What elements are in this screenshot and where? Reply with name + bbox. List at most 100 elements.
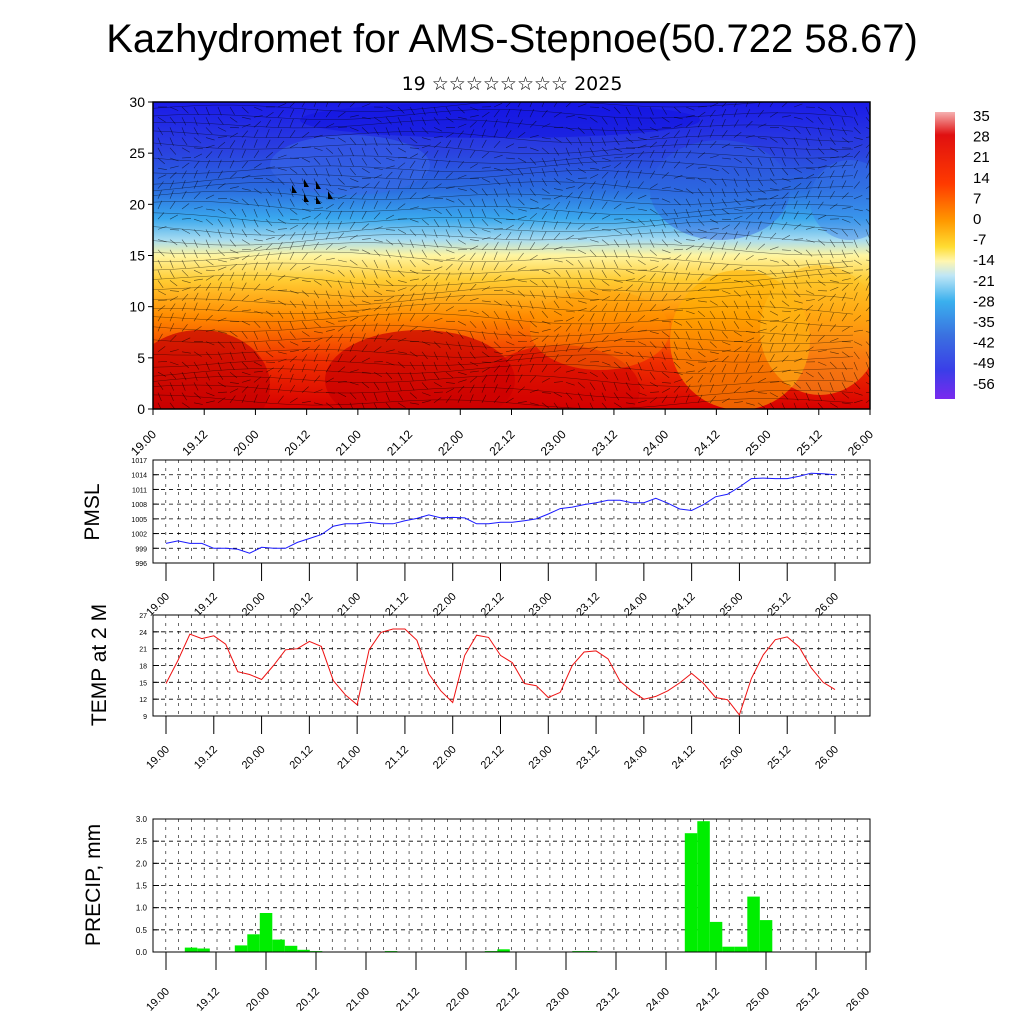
- wind-barb: [733, 386, 742, 393]
- wind-barb: [697, 251, 702, 261]
- wind-barb: [721, 208, 730, 215]
- wind-barb: [457, 188, 467, 191]
- wind-barb: [757, 300, 762, 310]
- wind-barb: [193, 160, 200, 169]
- precip-bars: [184, 821, 773, 952]
- wind-barb: [457, 229, 464, 238]
- wind-barb: [637, 400, 647, 404]
- wind-barb: [709, 118, 714, 128]
- wind-barb: [781, 210, 786, 220]
- wind-barb: [637, 181, 644, 189]
- wind-barb: [577, 211, 583, 220]
- wind-barb: [349, 324, 356, 332]
- wind-barb: [433, 382, 442, 388]
- wind-barb: [337, 147, 344, 156]
- wind-barb: [853, 150, 861, 159]
- wind-barb: [661, 116, 670, 123]
- contour-line: [153, 313, 854, 328]
- wind-barb: [613, 137, 620, 146]
- wind-barb: [709, 251, 714, 261]
- wind-barb: [373, 127, 379, 136]
- wind-barb: [469, 208, 474, 218]
- wind-barb: [529, 337, 539, 342]
- wind-barb: [169, 190, 174, 199]
- wind-barb: [721, 130, 728, 138]
- wind-barb: [601, 259, 606, 269]
- wind-barb: [781, 392, 789, 400]
- wind-barb: [613, 337, 623, 342]
- wind-barb: [361, 280, 366, 289]
- wind-barb: [817, 280, 826, 286]
- wind-barb: [853, 341, 863, 346]
- wind-barb: [625, 192, 633, 200]
- wind-barb: [217, 141, 226, 149]
- wind-barb: [337, 178, 345, 185]
- wind-barb: [493, 208, 500, 217]
- wind-barb: [265, 361, 276, 363]
- wind-barb: [565, 210, 570, 220]
- wind-barb: [433, 141, 442, 149]
- wind-barb: [733, 280, 743, 283]
- wind-barb: [253, 252, 260, 261]
- wind-barb: [409, 269, 419, 275]
- wind-barb: [577, 200, 582, 210]
- wind-barb: [829, 259, 835, 269]
- wind-barb: [745, 331, 755, 333]
- wind-barb: [301, 222, 309, 230]
- wind-barb: [229, 272, 235, 281]
- wind-barb: [673, 361, 681, 369]
- wind-barb: [721, 167, 730, 175]
- wind-barb: [241, 309, 251, 312]
- wind-barb: [253, 198, 259, 207]
- wind-barb: [757, 269, 767, 275]
- wind-barb: [469, 331, 475, 340]
- wind-barb: [457, 219, 462, 228]
- wind-barb: [469, 163, 478, 169]
- wind-barb: [385, 361, 395, 366]
- wind-barb: [517, 131, 526, 138]
- wind-barb: [853, 208, 863, 212]
- wind-barb: [289, 218, 300, 221]
- wind-barb: [637, 127, 645, 134]
- wind-barb: [169, 270, 175, 279]
- contour-line: [153, 170, 854, 185]
- wind-barb: [541, 123, 551, 128]
- wind-barb: [805, 322, 810, 332]
- wind-barb: [397, 203, 406, 210]
- x-tick-label: 23.12: [594, 986, 622, 1014]
- wind-barb: [241, 351, 246, 361]
- wind-barb: [481, 166, 491, 169]
- wind-barb: [625, 302, 630, 312]
- wind-barb: [397, 239, 404, 248]
- wind-barb: [517, 241, 522, 250]
- wind-barb: [613, 147, 623, 153]
- wind-barb: [457, 351, 463, 361]
- wind-barb: [265, 229, 275, 233]
- wind-barb: [349, 221, 356, 230]
- wind-barb: [325, 178, 331, 187]
- wind-barb: [529, 331, 539, 334]
- wind-barb: [469, 115, 479, 118]
- wind-barb: [685, 376, 694, 383]
- wind-barb: [241, 229, 248, 238]
- wind-barb: [565, 392, 573, 400]
- wind-barb: [589, 392, 594, 402]
- wind-barb: [709, 331, 715, 340]
- wind-barb: [241, 139, 246, 148]
- wind-barb: [805, 259, 810, 269]
- wind-barb: [769, 102, 774, 108]
- wind-barb: [781, 270, 787, 279]
- wind-barb: [613, 156, 623, 159]
- wind-barb-field: [153, 102, 870, 409]
- wind-barb: [637, 144, 647, 149]
- wind-barb: [277, 208, 284, 217]
- wind-barb: [853, 361, 858, 371]
- x-tick-label: 21.00: [335, 744, 363, 772]
- wind-barb: [841, 351, 850, 358]
- wind-barb: [229, 159, 235, 169]
- wind-barb: [325, 343, 331, 352]
- contour-line: [153, 363, 853, 377]
- wind-barb: [565, 192, 573, 200]
- wind-barb: [181, 392, 187, 401]
